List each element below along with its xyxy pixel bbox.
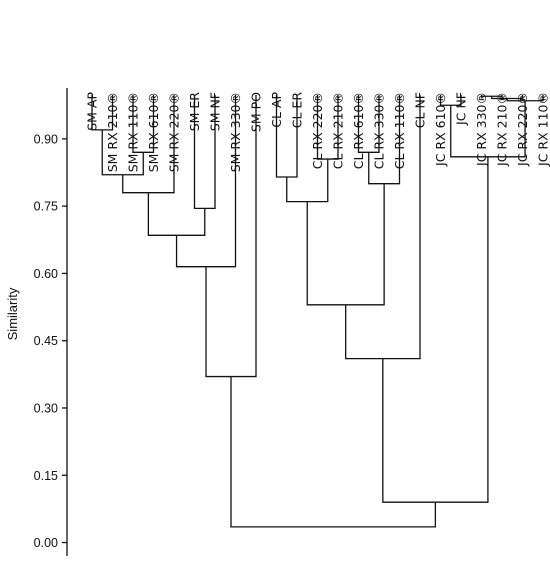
- dendrogram-link: [480, 95, 503, 97]
- dendrogram-tree: [91, 95, 544, 528]
- leaf-label: SM RX 220®: [167, 92, 182, 172]
- dendrogram-link: [91, 95, 114, 131]
- leaf-label: CL AP: [269, 92, 284, 128]
- y-tick-label: 0.60: [34, 267, 58, 281]
- leaf-label: JC RX 110®: [536, 92, 550, 167]
- leaf-label: SM NF: [208, 92, 223, 131]
- leaf-label: CL NF: [413, 92, 428, 128]
- leaf-label: CL ER: [290, 92, 305, 129]
- leaf-label: SM RX 110®: [126, 92, 141, 172]
- leaf-label: JC RX 610®: [433, 92, 448, 167]
- leaf-label: JC RX 210®: [495, 92, 510, 167]
- dendrogram-link: [175, 95, 237, 268]
- leaf-label: SM RX 210®: [105, 92, 120, 172]
- dendrogram-link: [491, 95, 524, 100]
- y-axis: 0.00 0.15 0.30 0.45 0.60 0.75 0.90: [34, 88, 68, 556]
- leaf-label: SM ER: [187, 92, 202, 132]
- leaf-label: SM PO: [249, 92, 264, 132]
- dendrogram-link: [286, 159, 329, 203]
- leaf-label: CL RX 610®: [351, 92, 366, 169]
- leaf-label: JC RX 220®: [515, 92, 530, 167]
- dendrogram-link: [450, 100, 526, 158]
- leaf-labels: SM AP SM RX 210® SM RX 110® SM RX 610® SM RX…: [85, 92, 550, 173]
- y-tick-label: 0.45: [34, 334, 58, 348]
- y-tick-label: 0.75: [34, 200, 58, 214]
- leaf-label: CL RX 110®: [392, 92, 407, 169]
- leaf-label: JC RX 330®: [474, 92, 489, 167]
- y-tick-label: 0.30: [34, 401, 58, 415]
- dendrogram-link: [230, 376, 437, 528]
- leaf-label: SM AP: [85, 92, 100, 131]
- dendrogram-link: [382, 156, 489, 503]
- leaf-label: SM RX 610®: [146, 92, 161, 172]
- leaf-label: CL RX 330®: [372, 92, 387, 169]
- leaf-label: CL RX 220®: [310, 92, 325, 169]
- y-axis-title: Similarity: [5, 287, 20, 340]
- leaf-label: SM RX 330®: [228, 92, 243, 172]
- dendrogram-link: [506, 95, 544, 102]
- dendrogram-link: [147, 192, 206, 236]
- leaf-label: JC NF: [454, 92, 469, 126]
- y-tick-label: 0.00: [34, 536, 58, 550]
- leaf-label: CL RX 210®: [331, 92, 346, 169]
- y-tick-label: 0.90: [34, 132, 58, 146]
- y-tick-label: 0.15: [34, 469, 58, 483]
